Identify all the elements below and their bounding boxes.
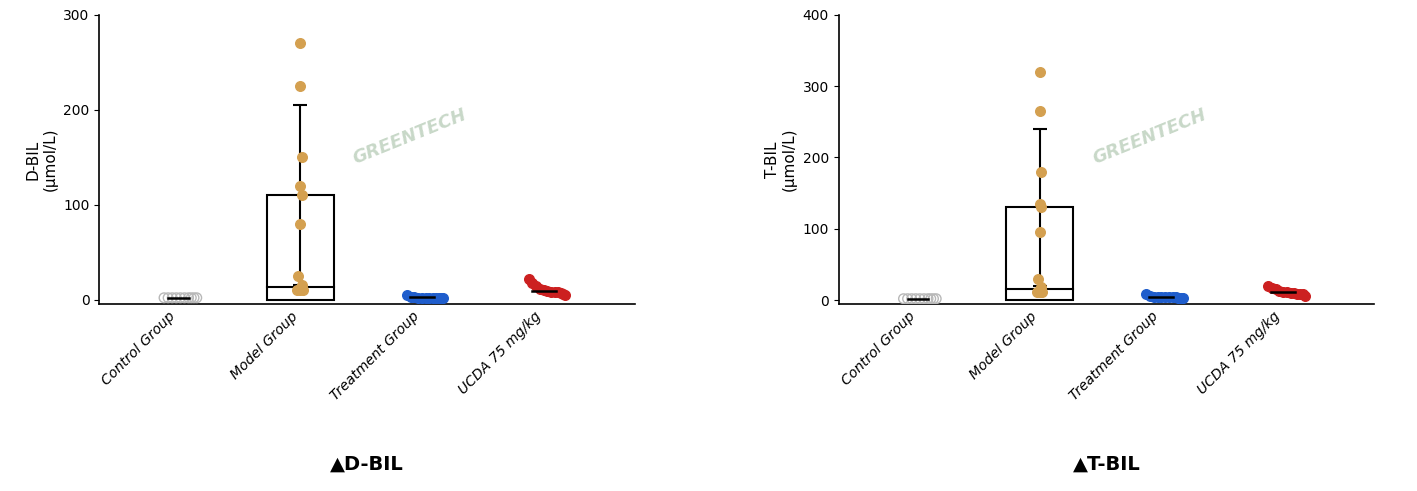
Point (1029, 288, 1051, 296)
Point (1261, 284, 1284, 292)
Point (395, 291, 418, 299)
Point (920, 295, 942, 302)
Point (1287, 290, 1309, 298)
Point (186, 294, 208, 301)
Point (289, 220, 312, 228)
Point (289, 182, 312, 190)
Point (286, 286, 309, 294)
Point (521, 279, 544, 287)
Point (925, 295, 948, 302)
Point (1142, 293, 1165, 300)
Point (422, 294, 445, 301)
Text: GREENTECH: GREENTECH (1090, 106, 1209, 167)
Text: GREENTECH: GREENTECH (350, 106, 469, 167)
Point (1139, 292, 1162, 300)
Point (153, 294, 176, 301)
Point (289, 82, 312, 90)
Point (1030, 283, 1053, 291)
Point (1029, 200, 1051, 208)
Point (1168, 294, 1190, 302)
Point (292, 286, 315, 294)
Point (1026, 288, 1049, 296)
Point (289, 286, 312, 294)
Point (164, 294, 187, 301)
Point (1165, 293, 1187, 301)
Point (290, 153, 313, 161)
Point (529, 285, 551, 293)
Point (554, 291, 577, 299)
Point (904, 295, 927, 302)
Point (1135, 291, 1158, 299)
Point (1257, 282, 1280, 290)
Point (913, 295, 935, 302)
Point (429, 294, 452, 301)
Y-axis label: D-BIL
(μmol/L): D-BIL (μmol/L) (26, 128, 58, 191)
Point (536, 287, 558, 295)
Point (1029, 107, 1051, 115)
Point (1169, 294, 1192, 302)
Point (524, 282, 547, 290)
Point (162, 294, 184, 301)
Point (1029, 228, 1051, 236)
Point (177, 294, 200, 301)
Point (288, 272, 310, 280)
Point (1291, 291, 1314, 299)
Point (550, 289, 572, 297)
Point (533, 286, 555, 294)
Point (896, 295, 918, 302)
Point (922, 295, 945, 302)
Point (917, 295, 939, 302)
Point (1268, 287, 1291, 295)
Point (1029, 68, 1051, 76)
Point (893, 295, 915, 302)
Point (1026, 275, 1049, 283)
Point (425, 294, 448, 301)
Point (402, 293, 425, 301)
Point (157, 294, 180, 301)
Point (411, 294, 434, 301)
Point (1146, 293, 1169, 300)
Bar (266, 195, 333, 300)
Point (551, 290, 574, 298)
Point (540, 288, 563, 296)
Point (1158, 293, 1180, 301)
Point (1280, 289, 1302, 297)
Point (1275, 288, 1298, 296)
Point (173, 294, 196, 301)
Text: ▲T-BIL: ▲T-BIL (1073, 455, 1141, 474)
Point (1294, 292, 1316, 300)
Point (1153, 293, 1176, 301)
Point (289, 39, 312, 47)
Point (183, 294, 205, 301)
Point (414, 294, 436, 301)
Point (547, 288, 570, 296)
Point (180, 294, 203, 301)
Point (428, 294, 451, 301)
Point (1032, 288, 1054, 296)
Point (1289, 290, 1312, 298)
Point (1162, 293, 1185, 301)
Point (169, 294, 191, 301)
Point (400, 293, 422, 301)
Point (1272, 288, 1295, 296)
Y-axis label: T-BIL
(μmol/L): T-BIL (μmol/L) (765, 128, 796, 191)
Point (1172, 294, 1195, 302)
Point (908, 295, 931, 302)
Point (418, 294, 441, 301)
Point (1264, 285, 1287, 293)
Point (517, 275, 540, 283)
Point (432, 294, 455, 301)
Text: ▲D-BIL: ▲D-BIL (330, 455, 404, 474)
Point (900, 295, 922, 302)
Point (1030, 203, 1053, 211)
Point (544, 288, 567, 296)
Point (1282, 289, 1305, 297)
Point (290, 281, 313, 289)
Point (407, 294, 429, 301)
Point (290, 191, 313, 199)
Point (1030, 168, 1053, 176)
Point (1151, 293, 1173, 301)
Bar (1006, 207, 1073, 300)
